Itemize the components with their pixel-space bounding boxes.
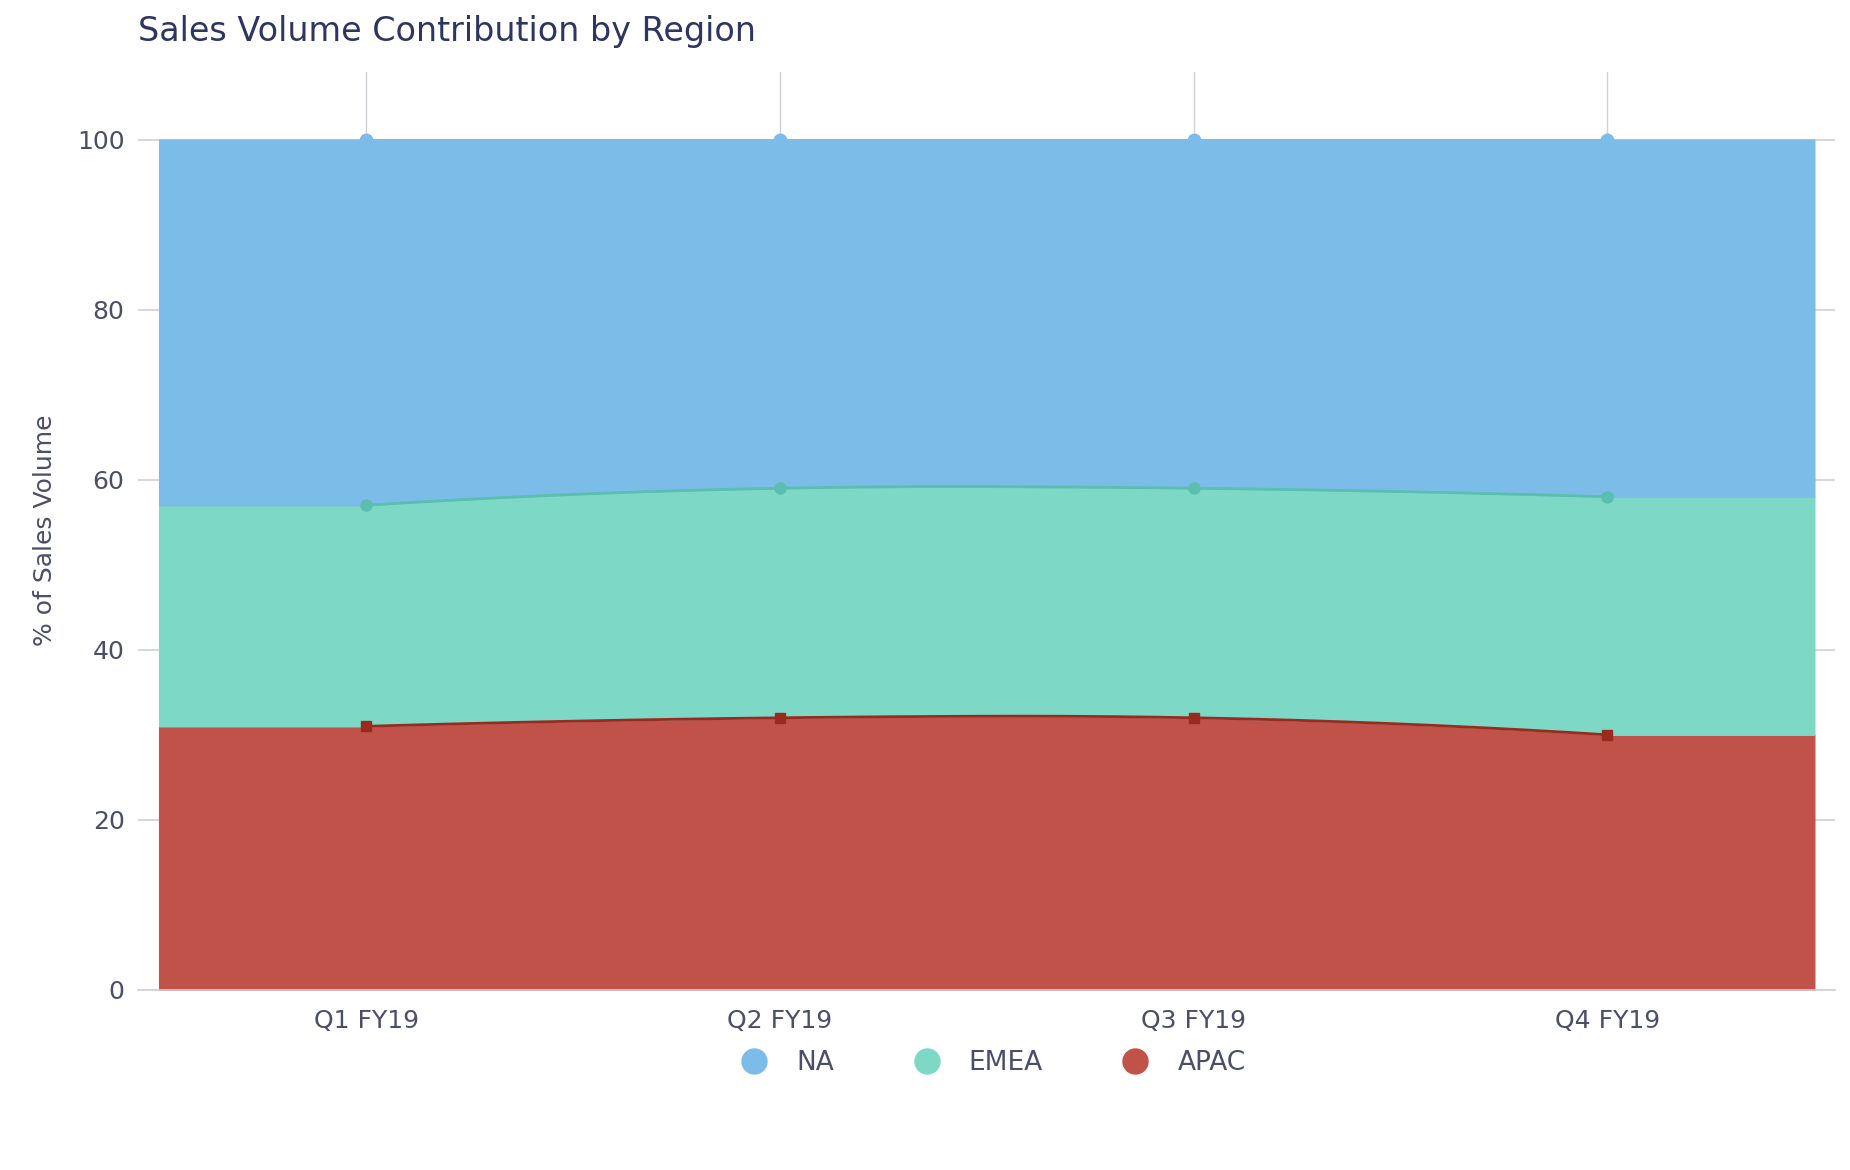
Y-axis label: % of Sales Volume: % of Sales Volume — [33, 415, 57, 647]
Legend: NA, EMEA, APAC: NA, EMEA, APAC — [718, 1040, 1256, 1087]
Text: Sales Volume Contribution by Region: Sales Volume Contribution by Region — [139, 15, 757, 48]
